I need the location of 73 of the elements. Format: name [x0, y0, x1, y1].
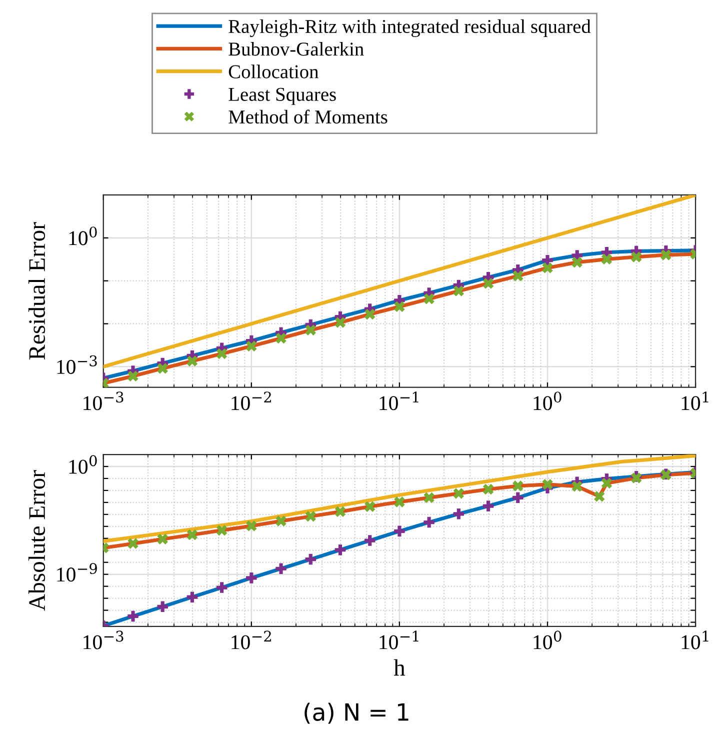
- point: [128, 370, 138, 382]
- point: [630, 252, 642, 262]
- point: [542, 254, 553, 266]
- point: [364, 308, 376, 320]
- y-tick-label: 10$^{0}$: [69, 455, 97, 474]
- legend-label: Rayleigh-Ritz with integrated residual squared: [228, 19, 591, 38]
- point: [394, 496, 405, 508]
- point: [542, 479, 553, 490]
- point: [216, 582, 228, 593]
- point: [305, 510, 316, 522]
- point: [482, 278, 494, 289]
- x-tick-label: 10$^{−2}$: [232, 392, 271, 410]
- point: [334, 506, 346, 518]
- point: [424, 516, 434, 528]
- point: [128, 538, 138, 549]
- point: [216, 348, 228, 360]
- point: [276, 332, 286, 344]
- point: [453, 286, 464, 296]
- y-tick-label: 10$^{−9}$: [57, 563, 97, 582]
- point: [512, 270, 524, 282]
- point: [482, 484, 494, 495]
- point: [572, 256, 582, 268]
- point: [424, 492, 434, 504]
- point: [364, 535, 376, 546]
- point: [246, 520, 257, 532]
- point: [305, 554, 316, 565]
- legend-label: Least Squares: [228, 88, 336, 105]
- point: [246, 340, 257, 352]
- point: [276, 516, 286, 526]
- point: [157, 363, 168, 374]
- point: [542, 262, 553, 274]
- point: [157, 601, 168, 612]
- point: [334, 317, 346, 328]
- point: [453, 488, 464, 499]
- point: [276, 563, 286, 574]
- x-tick-label: 10$^{−1}$: [380, 630, 418, 650]
- point: [453, 508, 464, 520]
- x-tick-label: 10$^{0}$: [534, 630, 562, 650]
- point: [186, 356, 198, 366]
- point: [246, 572, 257, 584]
- y-axis-title: Residual Error: [28, 222, 46, 360]
- point: [128, 610, 138, 622]
- point: [305, 324, 316, 336]
- text: (a) N = 1: [304, 702, 408, 724]
- x-tick-label: 10$^{−3}$: [84, 392, 124, 410]
- point: [572, 480, 582, 492]
- point: [394, 526, 405, 537]
- legend-label: Bubnov-Galerkin: [228, 42, 364, 56]
- x-tick-label: 10$^{1}$: [682, 392, 708, 410]
- point: [157, 534, 168, 544]
- x-tick-label: 10$^{1}$: [682, 630, 708, 650]
- point: [512, 480, 524, 492]
- x-tick-label: 10$^{−1}$: [380, 392, 418, 410]
- point: [334, 544, 346, 556]
- point: [186, 592, 198, 602]
- legend-label: Method of Moments: [228, 110, 388, 124]
- legend-label: Collocation: [228, 64, 319, 78]
- y-tick-label: 10$^{−3}$: [57, 355, 97, 374]
- x-tick-label: 10$^{−2}$: [232, 630, 271, 650]
- point: [512, 492, 524, 504]
- point: [601, 254, 612, 265]
- x-tick-label: 10$^{0}$: [534, 392, 562, 410]
- point: [424, 293, 434, 304]
- point: [660, 250, 672, 260]
- point: [394, 301, 405, 312]
- x-axis-title: h: [394, 659, 406, 676]
- point: [482, 500, 494, 512]
- y-axis-title: Absolute Error: [28, 470, 46, 611]
- x-tick-label: 10$^{−3}$: [84, 630, 124, 650]
- y-tick-label: 10$^{0}$: [69, 226, 97, 246]
- point: [364, 501, 376, 512]
- point: [186, 529, 198, 540]
- point: [216, 524, 228, 536]
